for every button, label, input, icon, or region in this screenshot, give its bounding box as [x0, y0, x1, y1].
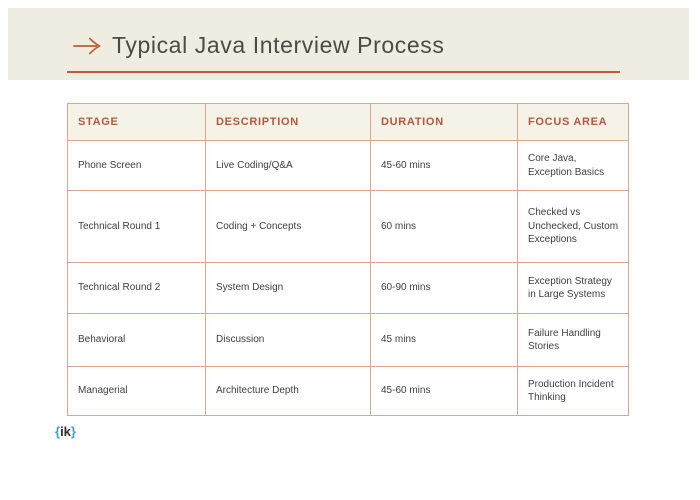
cell-duration: 60-90 mins — [370, 262, 518, 314]
right-arrow-icon — [72, 35, 102, 57]
table-row: Phone Screen Live Coding/Q&A 45-60 mins … — [67, 140, 629, 191]
table-container: STAGE DESCRIPTION DURATION FOCUS AREA Ph… — [67, 103, 629, 416]
cell-stage: Technical Round 1 — [67, 190, 206, 263]
logo-open-brace: { — [55, 424, 61, 439]
cell-duration: 45-60 mins — [370, 140, 518, 191]
column-header-duration: DURATION — [370, 103, 518, 141]
table-row: Technical Round 1 Coding + Concepts 60 m… — [67, 190, 629, 263]
table-header-row: STAGE DESCRIPTION DURATION FOCUS AREA — [67, 103, 629, 141]
cell-description: Architecture Depth — [205, 366, 371, 416]
cell-stage: Technical Round 2 — [67, 262, 206, 314]
cell-description: Live Coding/Q&A — [205, 140, 371, 191]
cell-description: Coding + Concepts — [205, 190, 371, 263]
cell-duration: 45-60 mins — [370, 366, 518, 416]
interview-process-table: STAGE DESCRIPTION DURATION FOCUS AREA Ph… — [67, 103, 629, 416]
cell-focus-area: Checked vs Unchecked, Custom Exceptions — [517, 190, 629, 263]
cell-focus-area: Exception Strategy in Large Systems — [517, 262, 629, 314]
title-underline — [67, 71, 620, 73]
ik-logo: {ik} — [55, 424, 76, 439]
cell-stage: Phone Screen — [67, 140, 206, 191]
cell-focus-area: Core Java, Exception Basics — [517, 140, 629, 191]
cell-description: Discussion — [205, 313, 371, 367]
table-row: Managerial Architecture Depth 45-60 mins… — [67, 366, 629, 416]
column-header-stage: STAGE — [67, 103, 206, 141]
cell-focus-area: Failure Handling Stories — [517, 313, 629, 367]
logo-close-brace: } — [70, 424, 76, 439]
cell-focus-area: Production Incident Thinking — [517, 366, 629, 416]
title-row: Typical Java Interview Process — [72, 32, 444, 59]
page-title: Typical Java Interview Process — [112, 32, 445, 58]
table-row: Technical Round 2 System Design 60-90 mi… — [67, 262, 629, 314]
cell-description: System Design — [205, 262, 371, 314]
cell-duration: 60 mins — [370, 190, 518, 263]
cell-stage: Managerial — [67, 366, 206, 416]
table-row: Behavioral Discussion 45 mins Failure Ha… — [67, 313, 629, 367]
cell-duration: 45 mins — [370, 313, 518, 367]
logo-text: ik — [60, 424, 71, 439]
column-header-description: DESCRIPTION — [205, 103, 371, 141]
cell-stage: Behavioral — [67, 313, 206, 367]
title-band: Typical Java Interview Process — [8, 8, 689, 80]
column-header-focus-area: FOCUS AREA — [517, 103, 629, 141]
